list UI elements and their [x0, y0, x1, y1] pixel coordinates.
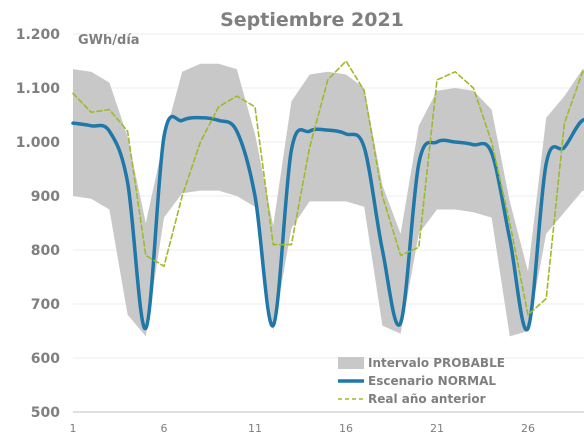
y-tick-label: 900 — [31, 189, 60, 205]
x-tick-label: 1 — [70, 422, 77, 435]
legend-label-previous: Real año anterior — [368, 392, 486, 406]
y-tick-label: 600 — [31, 351, 60, 367]
y-axis-unit: GWh/día — [78, 33, 140, 48]
y-tick-label: 1.100 — [16, 81, 61, 97]
x-tick-label: 11 — [248, 422, 262, 435]
y-tick-label: 500 — [31, 405, 60, 421]
chart-title: Septiembre 2021 — [220, 9, 404, 31]
series-line-normal — [71, 114, 584, 332]
x-tick-labels: 1 6 11 16 21 26 — [70, 422, 536, 435]
probable-interval-band — [73, 63, 584, 337]
series-line-previous-year — [72, 60, 584, 316]
y-tick-label: 1.200 — [16, 27, 61, 43]
y-tick-label: 1.000 — [16, 135, 61, 151]
y-tick-label: 800 — [31, 243, 60, 259]
x-tick-label: 16 — [339, 422, 353, 435]
legend-label-normal: Escenario NORMAL — [368, 374, 496, 388]
series-lines — [71, 60, 584, 332]
legend: Intervalo PROBABLE Escenario NORMAL Real… — [338, 356, 505, 406]
legend-swatch-band — [338, 357, 364, 369]
x-tick-label: 26 — [521, 422, 535, 435]
x-tick-label: 6 — [161, 422, 168, 435]
y-tick-label: 700 — [31, 297, 60, 313]
x-tick-label: 21 — [430, 422, 444, 435]
legend-label-band: Intervalo PROBABLE — [368, 356, 505, 370]
y-tick-labels: 500 600 700 800 900 1.000 1.100 1.200 — [16, 27, 61, 421]
